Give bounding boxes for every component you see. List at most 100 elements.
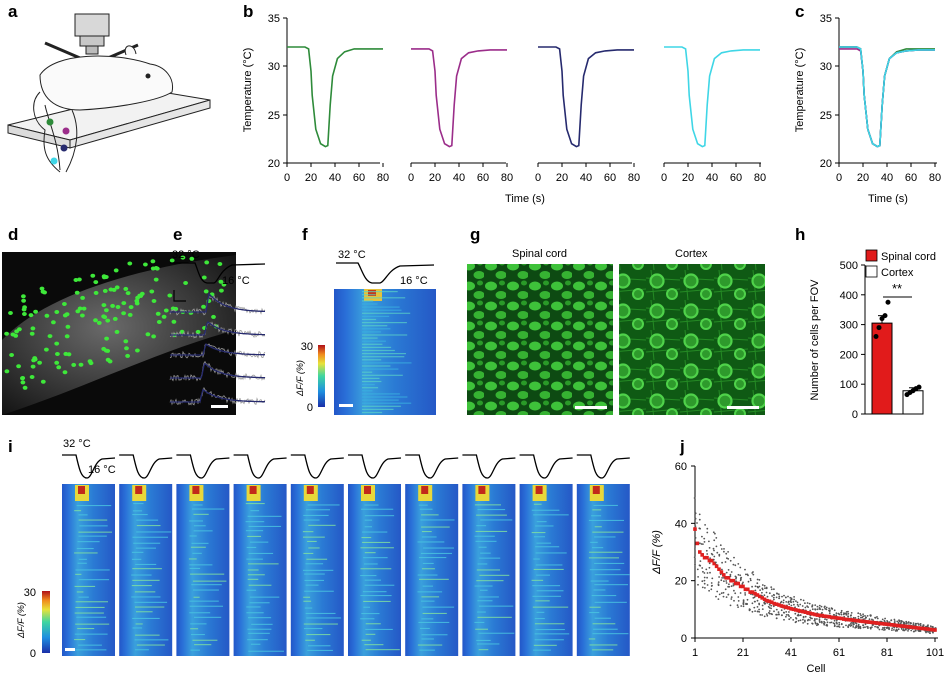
mean-point [712,561,716,566]
trial-point [825,606,828,609]
heatmap-hotspot-core [78,486,85,494]
heatmap-row [189,535,197,537]
heatmap-row [247,639,268,641]
trial-point [729,559,732,562]
trial-point [715,537,718,539]
trial-point [756,582,759,585]
heatmap-row [362,294,376,296]
panel-d-cell-markers [4,255,227,390]
cell-marker [62,370,68,375]
heatmap-row [533,558,540,560]
temperature-trace-cyan [664,46,760,148]
heatmap-row [589,644,618,646]
trial-point [874,625,876,628]
heatmap-row [477,643,500,645]
trial-point [780,614,783,617]
trial-point [722,591,725,594]
trial-point [838,623,841,626]
panel-g-cortex-image [619,264,765,415]
trial-point [698,518,701,521]
trial-point [718,576,720,578]
heatmap-row [74,585,96,587]
trial-point [700,543,703,545]
heatmap-panel [233,484,287,656]
trial-point [891,627,894,630]
heatmap-row [592,623,616,625]
heatmap-row [362,328,391,330]
heatmap-row [247,628,272,630]
heatmap-row [362,309,402,311]
cell-marker [123,286,129,291]
heatmap-row [362,322,407,324]
trial-point [824,618,826,620]
heatmap-row [248,563,279,565]
heatmap-hotspot-core [249,486,257,494]
heatmap-row [77,541,100,543]
trial-point [788,618,791,621]
trial-point [717,598,720,600]
trial-point [702,543,704,545]
trial-point [761,614,763,616]
heatmap-row [362,318,377,321]
mean-point [923,627,928,631]
heatmap-row [307,540,317,542]
cell-marker [105,318,111,323]
heatmap-row [362,396,408,398]
mean-point [825,614,829,619]
x-tick-label: 80 [628,172,640,184]
trial-point [891,629,893,631]
cell-marker [20,380,26,385]
trial-point [721,568,723,571]
trial-point [814,608,817,611]
mean-point [772,601,776,606]
heatmap-row [361,613,380,615]
heatmap-row [304,579,324,581]
trial-point [740,576,743,579]
heatmap-row [419,508,433,510]
panel-g-title-cortex: Cortex [675,248,708,260]
trial-point [884,617,886,620]
trial-point [712,558,715,561]
heatmap-row [307,649,333,651]
trial-point [761,584,764,586]
heatmap-row [589,569,621,571]
temperature-trace [405,454,459,479]
mean-point [839,616,844,621]
x-tick-label: 0 [284,172,290,184]
heatmap-row [594,601,627,603]
heatmap-row [420,519,455,521]
trial-point [730,596,733,598]
trial-point [729,573,732,576]
cell-marker [90,273,96,278]
heatmap-row [536,611,545,613]
trial-point [799,619,802,622]
heatmap-row [250,643,261,645]
trial-point [830,621,833,624]
legend-swatch-cortex [865,265,878,278]
heatmap-row [191,542,209,544]
panel-label-i: i [8,437,13,456]
trial-point [709,557,711,559]
trial-point [741,582,744,585]
trial-point [777,613,780,616]
panel-i-scale-bar [65,648,75,651]
mean-point [856,619,860,623]
trial-point [833,625,836,628]
mean-point [815,613,820,617]
mean-point [906,625,911,629]
trial-point [829,609,831,611]
heatmap-row [246,606,261,608]
smoothed-trace [170,343,265,356]
trial-point [826,623,828,626]
heatmap-row [192,552,202,554]
mean-point [808,611,812,616]
cell-marker [211,314,216,319]
heatmap-row [188,558,197,560]
trial-point [703,582,706,585]
heatmap-row [591,515,602,517]
panel-c-ylabel: Temperature (°C) [794,48,806,132]
trial-point [842,626,845,628]
trial-point [847,610,849,613]
panel-g-scale-bar-left [575,406,607,409]
cell-marker [163,308,169,313]
